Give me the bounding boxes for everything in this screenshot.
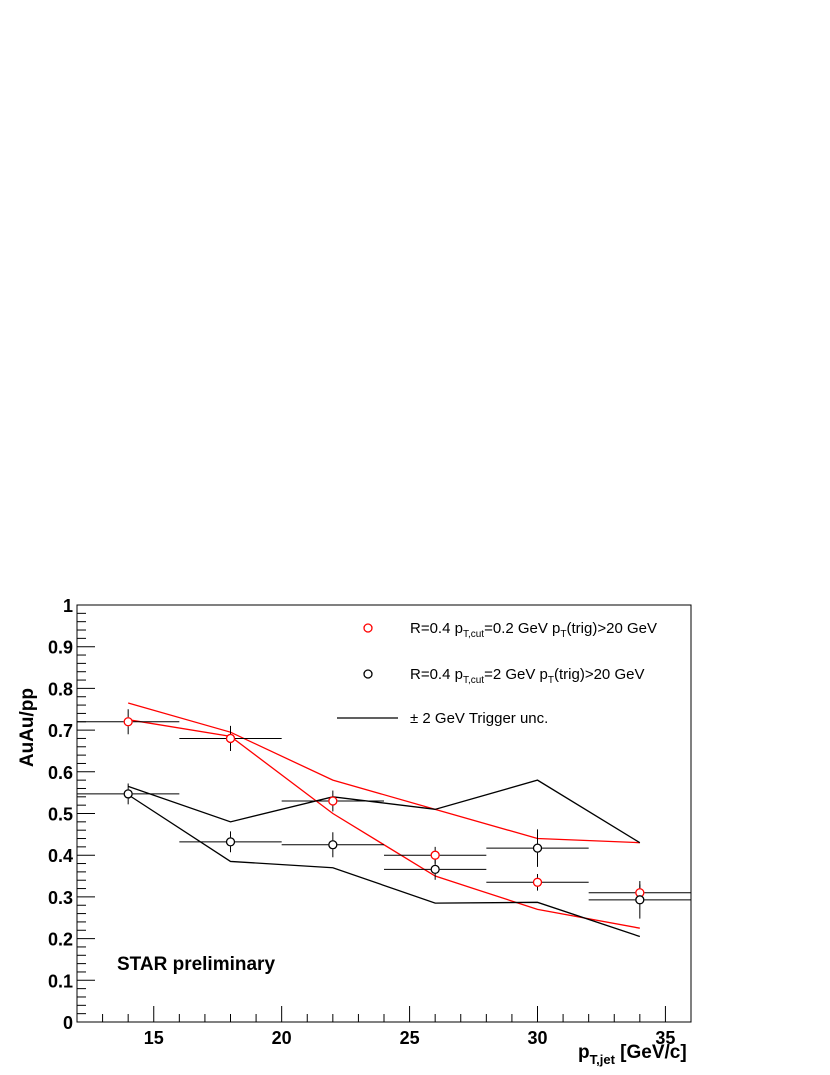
black-lower-band-line — [127, 794, 641, 938]
black-upper-band-line — [127, 779, 641, 844]
x-axis-label: pT,jet [GeV/c] — [578, 1042, 687, 1067]
red-data-point — [532, 877, 543, 887]
axis-ticks — [77, 612, 692, 1022]
y-tick-label: 0.3 — [48, 888, 73, 908]
y-tick-label: 0.5 — [48, 805, 73, 825]
red-data-point — [123, 717, 133, 727]
x-axis-label-unit: [GeV/c] — [615, 1042, 687, 1063]
legend-label-part: =0.2 GeV p — [484, 620, 560, 637]
legend-marker — [363, 623, 373, 633]
red-upper-band-line — [127, 702, 640, 844]
legend-label-part: (trig)>20 GeV — [567, 620, 657, 637]
legend-label-part: T — [548, 675, 554, 686]
y-tick-label: 0.8 — [48, 679, 73, 699]
legend-label-part: T — [560, 629, 566, 640]
legend-label: R=0.4 pT,cut=0.2 GeV pT(trig)>20 GeV — [410, 620, 657, 640]
black-data-point — [532, 843, 543, 853]
red-data-point — [430, 850, 440, 860]
legend-label: R=0.4 pT,cut=2 GeV pT(trig)>20 GeV — [410, 666, 644, 686]
x-tick-label: 15 — [144, 1028, 164, 1048]
x-tick-label: 30 — [527, 1028, 547, 1048]
black-data-point — [225, 837, 236, 847]
y-tick-label: 0 — [63, 1013, 73, 1033]
black-data-point — [430, 864, 440, 875]
y-tick-label: 1 — [63, 596, 73, 616]
red-data-point — [328, 796, 338, 806]
y-tick-label: 0.6 — [48, 763, 73, 783]
legend-label-part: ± 2 GeV Trigger unc. — [410, 710, 548, 727]
legend-label-part: R=0.4 p — [410, 666, 463, 683]
y-axis-label: AuAu/pp — [17, 688, 38, 767]
error-bars — [77, 709, 691, 919]
legend-label: ± 2 GeV Trigger unc. — [410, 710, 548, 727]
black-data-point — [123, 789, 133, 799]
x-tick-label: 25 — [400, 1028, 420, 1048]
y-tick-label: 0.7 — [48, 721, 73, 741]
legend-marker — [363, 669, 373, 679]
x-axis-label-main: p — [578, 1042, 590, 1063]
legend-label-part: T,cut — [463, 675, 484, 686]
y-tick-label: 0.2 — [48, 930, 73, 950]
black-data-point — [635, 895, 645, 905]
y-tick-label: 0.1 — [48, 971, 73, 991]
black-data-point — [328, 840, 338, 850]
legend: R=0.4 pT,cut=0.2 GeV pT(trig)>20 GeVR=0.… — [337, 620, 657, 727]
legend-label-part: T,cut — [463, 629, 484, 640]
data-markers — [123, 717, 645, 905]
tick-labels: 15 20 25 30 35 0 0.1 0.2 0.3 0.4 0.5 0.6 0.7 0.8 0.9 1 — [48, 596, 675, 1048]
red-data-point — [225, 733, 236, 744]
legend-label-part: =2 GeV p — [484, 666, 548, 683]
y-tick-label: 0.4 — [48, 846, 73, 866]
x-tick-label: 35 — [655, 1028, 675, 1048]
y-tick-label: 0.9 — [48, 638, 73, 658]
legend-label-part: R=0.4 p — [410, 620, 463, 637]
x-axis-label-sub: T,jet — [590, 1052, 616, 1067]
x-tick-label: 20 — [272, 1028, 292, 1048]
red-lower-band-line — [128, 719, 640, 929]
legend-label-part: (trig)>20 GeV — [554, 666, 644, 683]
uncertainty-bands — [127, 702, 641, 938]
star-preliminary-label: STAR preliminary — [117, 954, 275, 975]
